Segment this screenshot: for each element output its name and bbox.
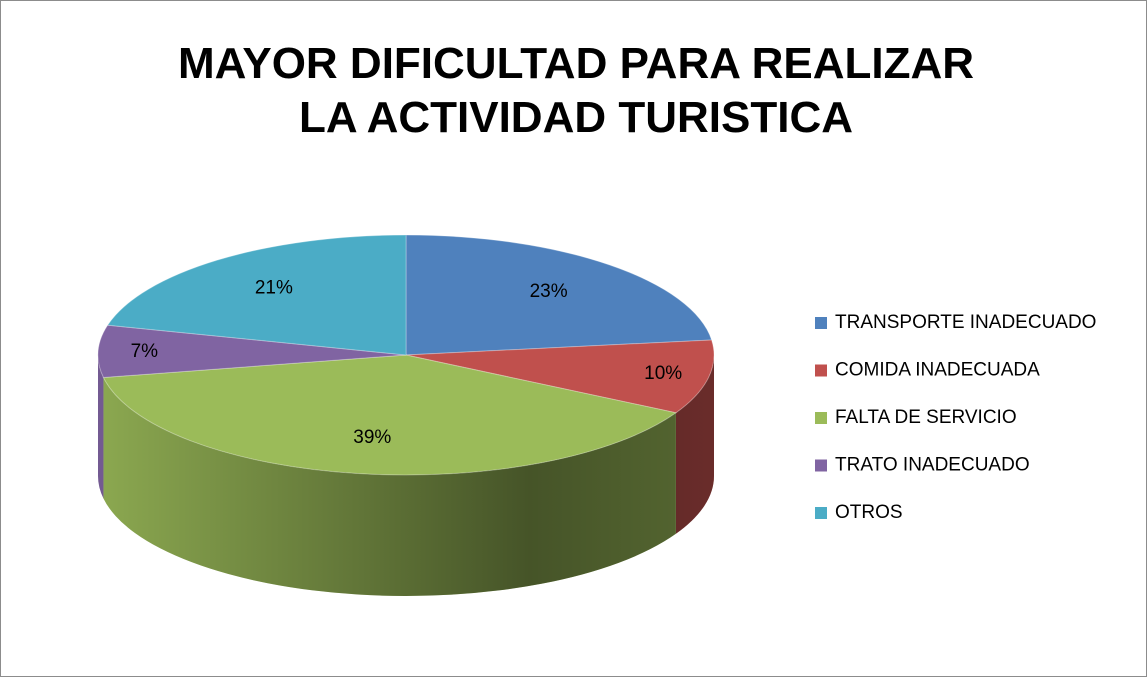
data-label: 21% [255, 278, 293, 299]
legend-swatch [815, 364, 827, 377]
slice [97, 324, 407, 379]
legend-swatch [815, 317, 827, 329]
data-label: 10% [644, 363, 682, 384]
data-label: 39% [353, 427, 391, 448]
side-shade [675, 355, 714, 534]
legend-swatch [815, 412, 827, 424]
legend-swatch [815, 507, 827, 519]
slice [106, 234, 407, 356]
legend-swatch [815, 459, 827, 472]
chart-title: MAYOR DIFICULTAD PARA REALIZAR LA ACTIVI… [177, 39, 975, 142]
legend-label: COMIDA INADECUADA [835, 360, 1040, 381]
side-shade [98, 355, 104, 499]
slice [405, 234, 713, 356]
legend-label: TRATO INADECUADO [835, 455, 1030, 476]
slice [102, 354, 678, 476]
data-label: 7% [131, 341, 159, 362]
data-label: 23% [530, 281, 568, 302]
legend-label: OTROS [835, 502, 903, 523]
side-shade [103, 377, 676, 597]
slice [405, 339, 715, 414]
legend-label: TRANSPORTE INADECUADO [835, 312, 1096, 333]
legend-label: FALTA DE SERVICIO [835, 407, 1017, 428]
